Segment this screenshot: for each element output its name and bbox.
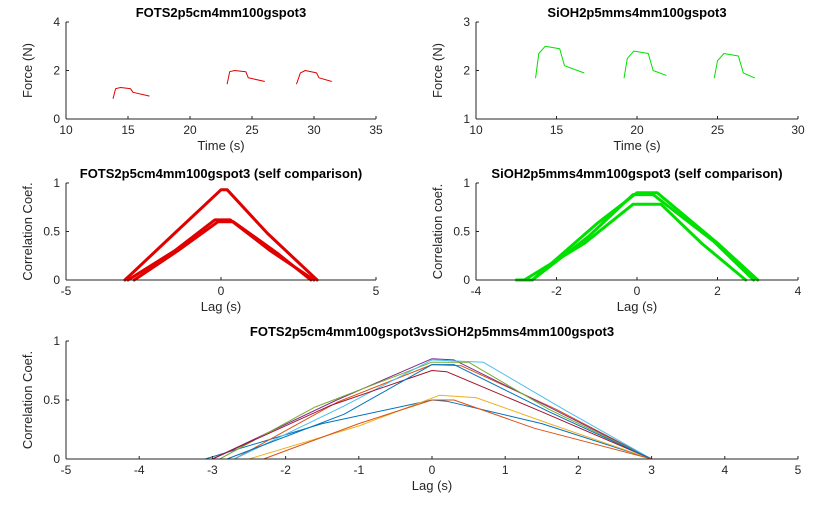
y-axis-label: Force (N) — [20, 43, 35, 98]
x-tick-label: 5 — [795, 463, 802, 477]
series-line-8 — [226, 364, 653, 460]
series-line-3 — [713, 53, 755, 79]
series-line-1 — [123, 188, 319, 282]
x-tick-label: 4 — [721, 463, 728, 477]
x-tick-label: 5 — [373, 284, 380, 298]
series-line-6 — [233, 359, 653, 460]
chart-title: FOTS2p5cm4mm100gspot3 (self comparison) — [80, 166, 362, 181]
y-tick-label: 0 — [53, 112, 60, 126]
series-line-5 — [219, 361, 653, 460]
x-tick-label: 10 — [469, 123, 483, 137]
x-tick-label: -2 — [551, 284, 562, 298]
series-line-4 — [211, 358, 653, 460]
series-line-3 — [522, 202, 748, 282]
x-tick-label: 25 — [711, 123, 725, 137]
chart-title: SiOH2p5mms4mm100gspot3 — [547, 5, 726, 20]
x-tick-label: 15 — [550, 123, 564, 137]
x-tick-label: 4 — [795, 284, 802, 298]
series-line-3 — [248, 394, 653, 460]
y-tick-label: 1 — [53, 334, 60, 348]
x-tick-label: 30 — [307, 123, 321, 137]
x-tick-label: -4 — [471, 284, 482, 298]
x-tick-label: -2 — [280, 463, 291, 477]
y-tick-label: 1 — [463, 112, 470, 126]
y-axis-label: Correlation coef. — [430, 184, 445, 279]
x-axis-label: Lag (s) — [617, 299, 657, 314]
y-tick-label: 3 — [463, 15, 470, 29]
x-tick-label: -1 — [353, 463, 364, 477]
y-axis-label: Correlation Coef. — [20, 182, 35, 280]
series-line-1 — [112, 87, 150, 99]
self-corr-plot-sioh: -4 -2 0 2 4 0 0.5 1 SiOH2p5mms4mm100gspot3 (self… — [430, 166, 802, 314]
x-tick-label: -3 — [207, 463, 218, 477]
y-tick-label: 0 — [463, 273, 470, 287]
series-line-1 — [535, 45, 585, 79]
series-line-3 — [132, 220, 313, 282]
y-tick-label: 2 — [463, 64, 470, 78]
series-line-1 — [204, 399, 653, 460]
x-tick-label: 3 — [648, 463, 655, 477]
x-tick-label: 0 — [218, 284, 225, 298]
y-axis-label: Correlation Coef. — [20, 351, 35, 449]
x-tick-label: -4 — [134, 463, 145, 477]
y-tick-label: 0.5 — [453, 225, 470, 239]
chart-title: FOTS2p5cm4mm100gspot3vsSiOH2p5mms4mm100g… — [250, 324, 614, 339]
y-tick-label: 1 — [53, 176, 60, 190]
x-tick-label: 2 — [714, 284, 721, 298]
series-line-2 — [233, 364, 653, 460]
x-tick-label: -5 — [61, 284, 72, 298]
x-tick-label: 1 — [502, 463, 509, 477]
x-tick-label: -5 — [61, 463, 72, 477]
series-line-2 — [623, 50, 667, 79]
x-tick-label: 15 — [121, 123, 135, 137]
series-line-2 — [530, 193, 756, 282]
series-line-2 — [126, 218, 316, 282]
x-tick-label: 20 — [183, 123, 197, 137]
x-tick-label: 25 — [245, 123, 259, 137]
y-tick-label: 1 — [463, 176, 470, 190]
x-tick-label: 20 — [630, 123, 644, 137]
x-tick-label: 35 — [369, 123, 383, 137]
y-tick-label: 2 — [53, 64, 60, 78]
y-tick-label: 0.5 — [43, 393, 60, 407]
y-tick-label: 0 — [53, 452, 60, 466]
y-tick-label: 0.5 — [43, 225, 60, 239]
x-axis-label: Lag (s) — [412, 478, 452, 493]
chart-title: FOTS2p5cm4mm100gspot3 — [136, 5, 307, 20]
series-line-9 — [263, 399, 653, 460]
chart-title: SiOH2p5mms4mm100gspot3 (self comparison) — [491, 166, 782, 181]
series-line-2 — [226, 70, 265, 85]
force-plot-fots: 10 15 20 25 30 35 0 2 4 FOTS2p5cm4mm100gspot3 Time… — [20, 5, 383, 153]
x-axis-label: Time (s) — [613, 138, 660, 153]
y-tick-label: 0 — [53, 273, 60, 287]
y-tick-label: 4 — [53, 15, 60, 29]
series-line-7 — [211, 370, 653, 460]
series-line-3 — [296, 70, 332, 85]
x-axis-label: Time (s) — [197, 138, 244, 153]
x-tick-label: 0 — [429, 463, 436, 477]
x-axis-label: Lag (s) — [201, 299, 241, 314]
force-plot-sioh: 10 15 20 25 30 1 2 3 SiOH2p5mms4mm100gspot3 Time … — [430, 5, 805, 153]
x-tick-label: 10 — [59, 123, 73, 137]
cross-corr-plot: -5 -4 -3 -2 -1 0 1 2 3 4 5 0 0.5 1 FOTS2p5cm4mm100gspo… — [20, 324, 802, 493]
x-tick-label: 2 — [575, 463, 582, 477]
x-tick-label: 0 — [634, 284, 641, 298]
x-tick-label: 30 — [791, 123, 805, 137]
y-axis-label: Force (N) — [430, 43, 445, 98]
